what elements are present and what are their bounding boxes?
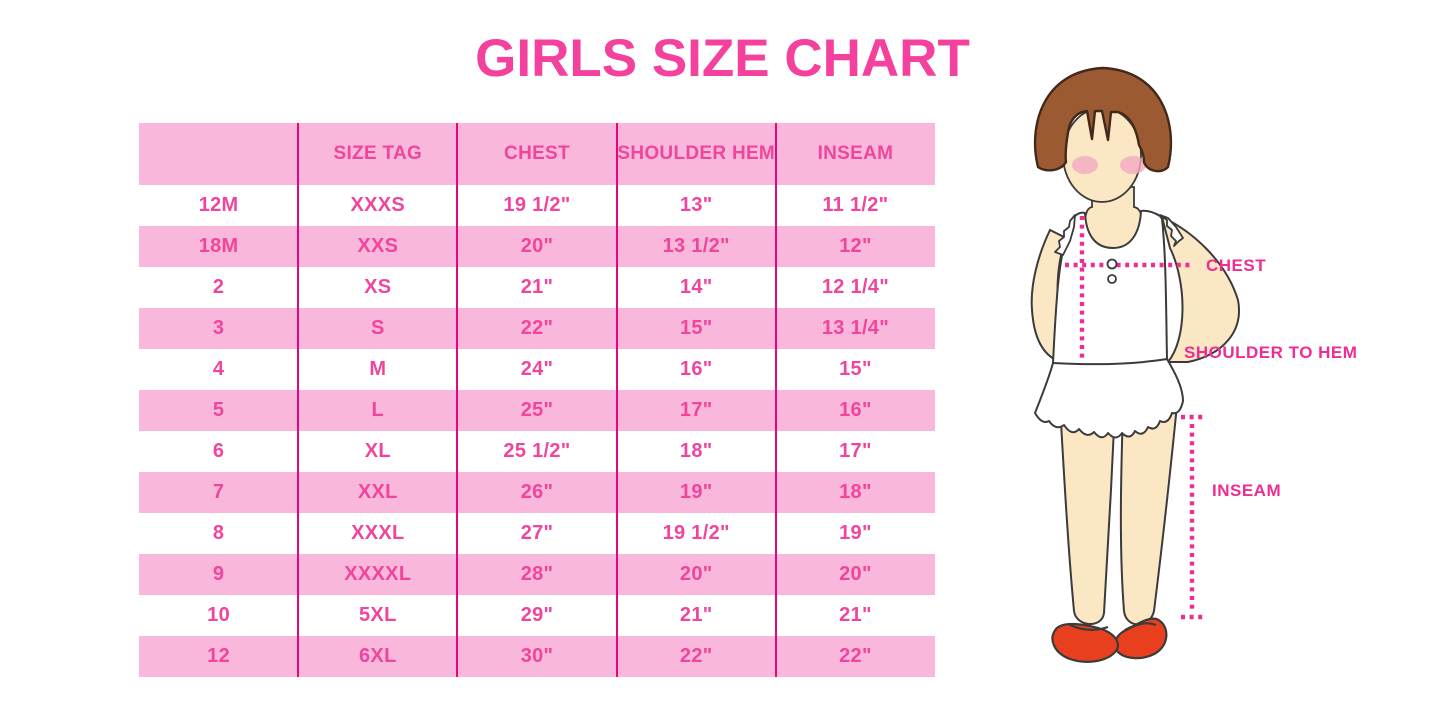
cell-inseam: 15" (839, 358, 872, 380)
table-row: 5 L 25" 17" 16" (139, 390, 935, 431)
cell-size-tag: XXXL (351, 522, 405, 544)
cell-size-tag: XXS (357, 235, 399, 257)
cell-age: 9 (212, 563, 225, 585)
cell-size-tag: M (369, 358, 387, 380)
hair-shape (1033, 66, 1173, 173)
table-row: 6 XL 25 1/2" 18" 17" (139, 431, 935, 472)
table-row: 2 XS 21" 14" 12 1/4" (139, 267, 935, 308)
cell-age: 8 (212, 522, 225, 544)
cell-inseam: 20" (839, 563, 872, 585)
cell-chest: 30" (520, 645, 554, 667)
legs-shape (1058, 403, 1179, 626)
cell-size-tag: XXXS (350, 194, 406, 216)
page-title: GIRLS SIZE CHART (475, 29, 970, 88)
table-row: 12M XXXS 19 1/2" 13" 11 1/2" (139, 185, 935, 226)
size-table-rows: SIZE TAG CHEST SHOULDER HEM INSEAM 12M X… (139, 123, 935, 677)
cell-age: 4 (212, 358, 225, 380)
cell-inseam: 12" (839, 235, 872, 257)
table-row: 9 XXXXL 28" 20" 20" (139, 554, 935, 595)
cell-inseam: 18" (839, 481, 872, 503)
cell-chest: 27" (520, 522, 554, 544)
shirt-shape (1052, 209, 1168, 366)
cell-size-tag: XS (364, 276, 392, 298)
cell-chest: 25" (520, 399, 554, 421)
cell-size-tag: XXL (357, 481, 398, 503)
cell-inseam: 22" (839, 645, 872, 667)
cell-age: 2 (212, 276, 225, 298)
table-row: 12 6XL 30" 22" 22" (139, 636, 935, 677)
cell-chest: 29" (520, 604, 554, 626)
column-header-blank (139, 123, 298, 185)
cell-shoulder-hem: 13 1/2" (662, 235, 730, 257)
table-row: 10 5XL 29" 21" 21" (139, 595, 935, 636)
shirt-buttons (1106, 258, 1118, 284)
cell-chest: 19 1/2" (503, 194, 571, 216)
cell-size-tag: S (370, 317, 385, 339)
column-header-inseam: INSEAM (817, 143, 894, 164)
cell-chest: 25 1/2" (503, 440, 571, 462)
shoulder-ruffles-shape (1054, 214, 1184, 256)
cell-shoulder-hem: 16" (679, 358, 713, 380)
cell-chest: 22" (520, 317, 554, 339)
blush-cheeks (1072, 156, 1146, 174)
cell-chest: 28" (520, 563, 554, 585)
table-row: 4 M 24" 16" 15" (139, 349, 935, 390)
cell-age: 7 (212, 481, 225, 503)
cell-inseam: 17" (839, 440, 872, 462)
measurement-lines (1065, 216, 1203, 620)
cell-age: 5 (212, 399, 225, 421)
table-row: 7 XXL 26" 19" 18" (139, 472, 935, 513)
shoes-shape (1051, 617, 1168, 663)
skirt-shape (1034, 358, 1184, 439)
cell-shoulder-hem: 20" (679, 563, 713, 585)
cell-shoulder-hem: 15" (679, 317, 713, 339)
size-table: SIZE TAG CHEST SHOULDER HEM INSEAM 12M X… (139, 123, 935, 677)
column-header-size-tag: SIZE TAG (333, 143, 423, 164)
cell-shoulder-hem: 14" (679, 276, 713, 298)
cell-age: 12 (207, 645, 231, 667)
cell-age: 10 (207, 604, 231, 626)
table-row: 3 S 22" 15" 13 1/4" (139, 308, 935, 349)
girl-illustration: CHEST SHOULDER TO HEM INSEAM (1030, 66, 1357, 663)
cell-shoulder-hem: 18" (679, 440, 713, 462)
cell-shoulder-hem: 13" (679, 194, 713, 216)
cell-age: 18M (198, 235, 239, 257)
cell-shoulder-hem: 19" (679, 481, 713, 503)
table-header-row: SIZE TAG CHEST SHOULDER HEM INSEAM (139, 123, 935, 185)
cell-size-tag: XL (364, 440, 391, 462)
table-row: 18M XXS 20" 13 1/2" 12" (139, 226, 935, 267)
shoulder-to-hem-label: SHOULDER TO HEM (1184, 343, 1357, 362)
chest-label: CHEST (1206, 256, 1266, 275)
table-row: 8 XXXL 27" 19 1/2" 19" (139, 513, 935, 554)
cell-inseam: 21" (839, 604, 872, 626)
cell-age: 6 (212, 440, 225, 462)
column-header-shoulder-hem: SHOULDER HEM (617, 143, 776, 164)
cell-shoulder-hem: 21" (679, 604, 713, 626)
cell-chest: 26" (520, 481, 554, 503)
cell-inseam: 13 1/4" (821, 317, 890, 339)
cell-chest: 20" (520, 235, 554, 257)
cell-size-tag: XXXXL (344, 563, 412, 585)
cell-shoulder-hem: 19 1/2" (662, 522, 730, 544)
cell-size-tag: L (371, 399, 385, 421)
measurement-figure: CHEST SHOULDER TO HEM INSEAM (990, 55, 1445, 715)
inseam-label: INSEAM (1212, 481, 1281, 500)
cell-size-tag: 6XL (359, 645, 397, 667)
cell-size-tag: 5XL (359, 604, 397, 626)
cell-inseam: 16" (839, 399, 872, 421)
cell-chest: 21" (520, 276, 554, 298)
column-header-chest: CHEST (504, 143, 570, 164)
cell-inseam: 19" (839, 522, 872, 544)
cell-shoulder-hem: 22" (679, 645, 713, 667)
cell-age: 12M (198, 194, 239, 216)
cell-inseam: 12 1/4" (821, 276, 890, 298)
cell-age: 3 (212, 317, 225, 339)
cell-inseam: 11 1/2" (822, 194, 889, 216)
cell-shoulder-hem: 17" (679, 399, 713, 421)
cell-chest: 24" (520, 358, 554, 380)
face-shape (1062, 107, 1142, 203)
